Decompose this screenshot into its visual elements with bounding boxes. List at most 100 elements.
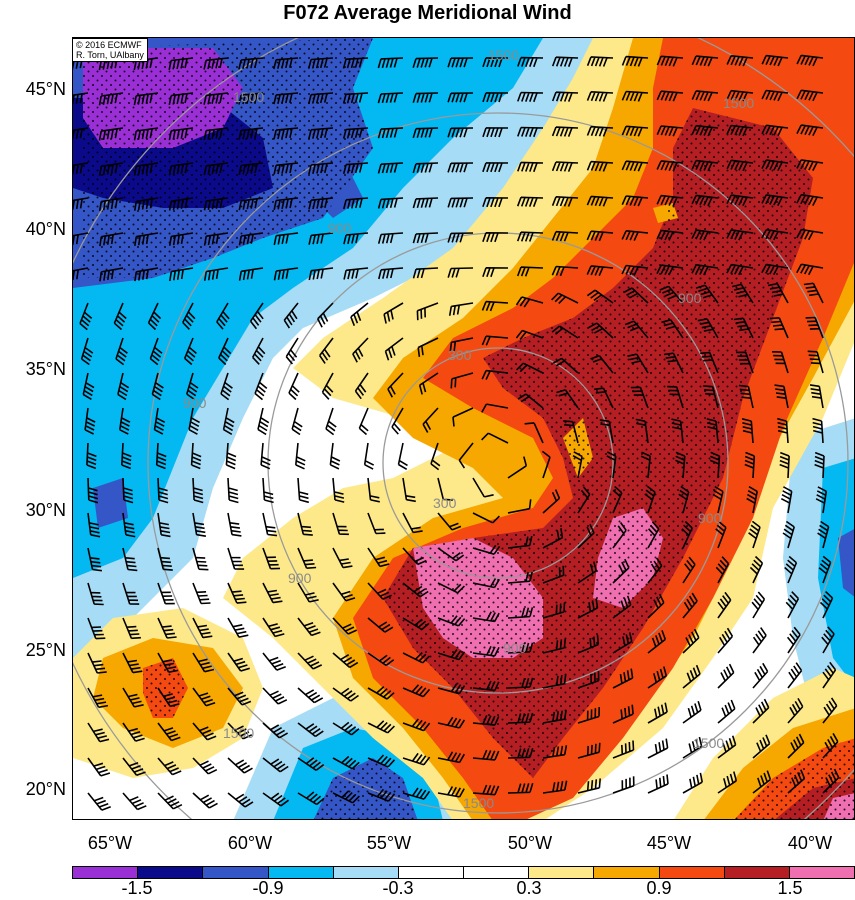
lat-label-35: 35°N: [25, 359, 66, 379]
wind-barb: [449, 337, 474, 352]
wind-barb: [147, 302, 162, 331]
colorbar-swatch: [268, 867, 334, 878]
wind-barb: [515, 329, 544, 340]
wind-barb: [307, 92, 334, 105]
wind-barb: [262, 792, 290, 807]
wind-barb: [227, 687, 252, 706]
range-ring-label: 1500: [488, 47, 519, 63]
wind-barb: [216, 302, 230, 330]
wind-barb: [273, 162, 299, 175]
wind-barb: [122, 547, 138, 572]
wind-barb: [238, 232, 264, 246]
wind-barb: [192, 512, 207, 537]
wind-barb: [599, 419, 614, 444]
colorbar-swatch: [529, 867, 595, 878]
wind-barb: [98, 162, 124, 176]
wind-barb: [635, 418, 649, 444]
wind-barb: [577, 523, 595, 549]
wind-barb: [157, 617, 177, 639]
wind-barb: [262, 652, 286, 671]
wind-barb: [73, 92, 89, 105]
wind-barb: [249, 302, 264, 330]
wind-barb: [726, 159, 754, 172]
wind-barb: [691, 264, 719, 276]
wind-barb: [157, 582, 175, 605]
wind-barb: [121, 442, 132, 470]
wind-barb: [517, 161, 544, 173]
map-panel: 1500 1500 1500 1500 1500 1500 900 900 900 900 900 9…: [72, 37, 855, 820]
colorbar-swatch: [333, 867, 399, 878]
wind-barb: [577, 561, 598, 584]
wind-barb: [192, 547, 209, 571]
wind-barb: [818, 555, 832, 584]
wind-barb: [726, 89, 754, 102]
wind-barb: [260, 442, 271, 470]
wind-barb: [238, 57, 264, 70]
wind-barb: [79, 302, 93, 331]
wind-barb: [418, 372, 439, 395]
colorbar-swatch: [464, 867, 530, 878]
wind-barb: [606, 451, 617, 479]
wind-barb: [342, 92, 369, 104]
wind-barb: [482, 92, 509, 103]
wind-barb: [803, 282, 824, 304]
wind-barb: [752, 770, 772, 794]
wind-barb: [168, 127, 194, 141]
wind-barb: [192, 652, 215, 673]
wind-barb: [402, 617, 430, 631]
wind-barb: [551, 161, 579, 172]
wind-barb: [472, 749, 500, 761]
wind-barb: [157, 547, 173, 571]
wind-barb: [682, 736, 703, 759]
wind-barb: [577, 634, 600, 654]
wind-barb: [262, 757, 289, 773]
wind-barb: [73, 127, 89, 140]
wind-barb: [481, 300, 509, 312]
colorbar-swatch: [789, 867, 855, 878]
wind-barb: [656, 55, 684, 67]
range-ring-label: 900: [503, 640, 527, 656]
wind-barb: [227, 512, 242, 537]
wind-barb: [656, 90, 684, 102]
wind-barb: [577, 778, 601, 794]
wind-barb: [87, 547, 103, 572]
wind-barb: [577, 742, 601, 759]
wind-barb: [706, 418, 719, 444]
wind-barb: [691, 159, 719, 172]
wind-barb: [332, 512, 349, 536]
wind-barb: [691, 55, 719, 67]
colorbar-tick: -1.5: [121, 878, 153, 898]
wind-barb: [153, 407, 166, 435]
wind-barb: [316, 302, 334, 328]
lon-label-65: 65°W: [87, 833, 133, 853]
wind-barb: [551, 265, 579, 277]
lat-label-30: 30°N: [25, 500, 66, 520]
wind-barb: [203, 92, 229, 105]
wind-barb: [203, 267, 229, 281]
wind-barb: [623, 287, 649, 304]
wind-barb: [332, 477, 345, 503]
wind-barb: [134, 232, 159, 247]
wind-barb: [192, 792, 218, 809]
wind-barb: [709, 451, 721, 479]
wind-barb: [157, 687, 180, 708]
wind-barb: [190, 442, 202, 470]
colorbar-tick: 0.3: [516, 878, 542, 898]
wind-barb: [612, 776, 635, 794]
wind-barb: [87, 582, 104, 606]
wind-barb: [122, 757, 146, 777]
credit-box: © 2016 ECMWF R. Torn, UAlbany: [72, 38, 148, 62]
wind-barb: [98, 92, 124, 106]
colorbar-swatch: [594, 867, 660, 878]
wind-barb: [821, 626, 835, 654]
wind-barb: [262, 477, 274, 504]
lon-label-55: 55°W: [366, 833, 412, 853]
lat-label-45: 45°N: [25, 79, 66, 99]
wind-barb: [761, 54, 789, 67]
wind-barb: [736, 351, 754, 374]
wind-barb: [122, 477, 134, 504]
wind-barb: [113, 302, 127, 331]
wind-barb: [437, 751, 465, 764]
wind-barb: [796, 54, 824, 67]
wind-barb: [87, 792, 111, 811]
